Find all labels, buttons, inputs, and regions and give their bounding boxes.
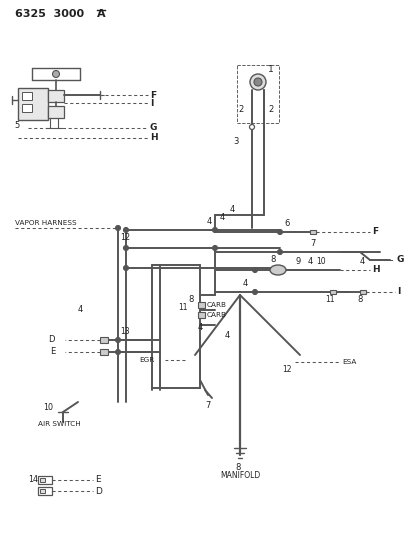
- Bar: [18, 88, 48, 120]
- Circle shape: [254, 78, 261, 86]
- Bar: [22, 104, 32, 112]
- Text: 3: 3: [232, 138, 238, 147]
- Text: 2: 2: [237, 106, 243, 115]
- Bar: [48, 90, 64, 102]
- Bar: [38, 476, 52, 484]
- Text: 4: 4: [198, 324, 203, 333]
- Circle shape: [277, 230, 282, 235]
- Text: G: G: [396, 255, 403, 264]
- Text: I: I: [396, 287, 400, 296]
- Text: 4: 4: [359, 257, 364, 266]
- Text: 1: 1: [267, 66, 273, 75]
- Text: AIR SWITCH: AIR SWITCH: [38, 421, 81, 427]
- Text: EGR: EGR: [139, 357, 155, 363]
- Text: CARB: CARB: [207, 312, 227, 318]
- Bar: [38, 487, 52, 495]
- Bar: [198, 312, 204, 318]
- Bar: [40, 478, 45, 482]
- Text: 8: 8: [234, 463, 240, 472]
- Bar: [40, 489, 45, 493]
- Text: 14: 14: [28, 474, 38, 483]
- Text: 8: 8: [188, 295, 193, 304]
- Bar: [359, 290, 365, 294]
- Text: H: H: [150, 133, 157, 142]
- Text: 13: 13: [120, 327, 129, 335]
- Text: G: G: [150, 124, 157, 133]
- Ellipse shape: [270, 265, 285, 275]
- Bar: [329, 290, 335, 294]
- Text: 12: 12: [120, 232, 130, 241]
- Circle shape: [249, 125, 254, 130]
- Text: 7: 7: [309, 239, 315, 248]
- Circle shape: [212, 228, 217, 232]
- Text: 4: 4: [307, 257, 312, 266]
- Text: 10: 10: [315, 257, 325, 266]
- Circle shape: [249, 74, 265, 90]
- Text: D: D: [48, 335, 55, 344]
- Circle shape: [212, 246, 217, 251]
- Bar: [236, 65, 278, 123]
- Text: 8: 8: [356, 295, 362, 304]
- Bar: [198, 302, 204, 308]
- Text: 9: 9: [295, 257, 301, 266]
- Circle shape: [123, 228, 128, 232]
- Text: VAPOR HARNESS: VAPOR HARNESS: [15, 220, 76, 226]
- Text: 10: 10: [43, 402, 53, 411]
- Bar: [48, 106, 64, 118]
- Text: 4: 4: [225, 330, 230, 340]
- Circle shape: [115, 337, 120, 343]
- Bar: [309, 230, 315, 234]
- Text: 5: 5: [14, 120, 19, 130]
- Text: F: F: [150, 91, 156, 100]
- Text: 4: 4: [229, 206, 235, 214]
- Text: 8: 8: [270, 255, 275, 264]
- Circle shape: [52, 70, 59, 77]
- Text: 11: 11: [178, 303, 187, 312]
- Circle shape: [252, 289, 257, 295]
- Text: 2: 2: [267, 106, 272, 115]
- Text: D: D: [95, 487, 101, 496]
- Circle shape: [123, 246, 128, 251]
- Circle shape: [115, 350, 120, 354]
- Text: 4: 4: [220, 214, 225, 222]
- Text: MANIFOLD: MANIFOLD: [220, 472, 260, 481]
- Text: 7: 7: [204, 400, 210, 409]
- Text: F: F: [371, 228, 377, 237]
- Text: 12: 12: [281, 366, 291, 375]
- Text: 4: 4: [78, 305, 83, 314]
- Text: 6: 6: [283, 220, 289, 229]
- Text: I: I: [150, 99, 153, 108]
- Bar: [100, 349, 108, 355]
- Circle shape: [252, 268, 257, 272]
- Bar: [100, 337, 108, 343]
- Text: E: E: [49, 348, 55, 357]
- Circle shape: [123, 265, 128, 271]
- Text: 6325  3000: 6325 3000: [15, 9, 84, 19]
- Circle shape: [115, 225, 120, 230]
- Text: 11: 11: [324, 295, 334, 304]
- Text: CARB: CARB: [207, 302, 227, 308]
- Circle shape: [277, 249, 282, 254]
- Bar: [22, 92, 32, 100]
- Text: ESA: ESA: [341, 359, 355, 365]
- Text: H: H: [371, 265, 379, 274]
- Text: A: A: [97, 9, 106, 19]
- Text: 4: 4: [243, 279, 247, 287]
- Text: 4: 4: [207, 217, 212, 227]
- Text: E: E: [95, 475, 100, 484]
